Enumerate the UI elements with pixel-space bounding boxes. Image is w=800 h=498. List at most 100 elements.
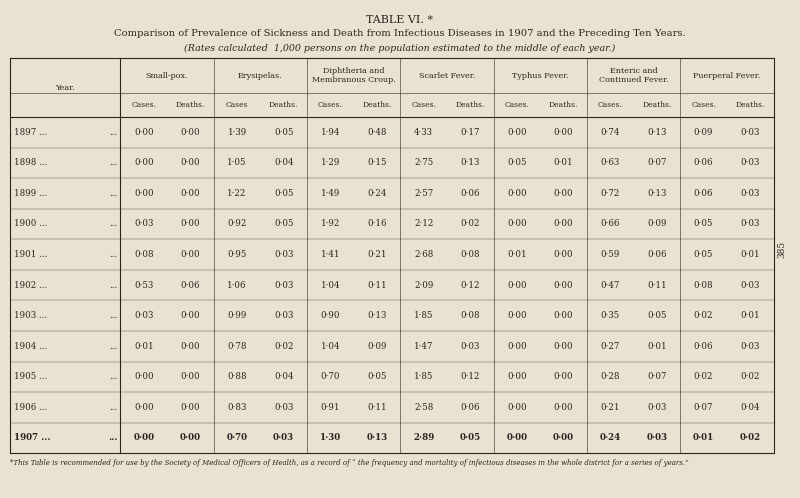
Text: 0·24: 0·24 [367,189,386,198]
Text: ...: ... [109,311,117,320]
Text: 1·29: 1·29 [321,158,340,167]
Text: 0·03: 0·03 [741,220,760,229]
Text: ...: ... [109,250,117,259]
Text: 0·01: 0·01 [647,342,666,351]
Text: 0·03: 0·03 [274,403,294,412]
Text: 0·17: 0·17 [461,128,480,137]
Text: 0·88: 0·88 [227,373,247,381]
Text: 0·03: 0·03 [741,128,760,137]
Text: 0·53: 0·53 [134,280,154,290]
Text: 0·00: 0·00 [181,220,200,229]
Text: 0·05: 0·05 [507,158,526,167]
Text: 0·00: 0·00 [507,128,526,137]
Text: 0·90: 0·90 [321,311,340,320]
Text: 0·91: 0·91 [321,403,340,412]
Text: Erysipelas.: Erysipelas. [238,72,282,80]
Text: 0·59: 0·59 [601,250,620,259]
Text: 0·00: 0·00 [181,189,200,198]
Text: 0·09: 0·09 [367,342,386,351]
Text: 2·75: 2·75 [414,158,434,167]
Text: Diphtheria and
Membranous Croup.: Diphtheria and Membranous Croup. [312,67,395,84]
Text: 0·00: 0·00 [507,342,526,351]
Text: 0·74: 0·74 [601,128,620,137]
Text: 0·00: 0·00 [554,311,574,320]
Text: Deaths.: Deaths. [735,101,765,109]
Text: 0·01: 0·01 [554,158,574,167]
Text: 385: 385 [777,241,786,257]
Text: ...: ... [109,158,117,167]
Text: 0·13: 0·13 [647,189,666,198]
Text: 1·49: 1·49 [321,189,340,198]
Text: 1898 ...: 1898 ... [14,158,47,167]
Text: 0·00: 0·00 [554,189,574,198]
Text: 1·94: 1·94 [321,128,340,137]
Text: 1·47: 1·47 [414,342,434,351]
Text: 0·00: 0·00 [507,189,526,198]
Text: 0·03: 0·03 [273,433,294,442]
Text: 2·09: 2·09 [414,280,434,290]
Text: 0·00: 0·00 [133,433,154,442]
Text: 4·33: 4·33 [414,128,433,137]
Text: 0·48: 0·48 [367,128,386,137]
Text: 0·00: 0·00 [134,373,154,381]
Text: 0·00: 0·00 [181,403,200,412]
Text: 0·01: 0·01 [507,250,526,259]
Text: 1900 ...: 1900 ... [14,220,47,229]
Text: 0·03: 0·03 [647,403,666,412]
Text: 0·00: 0·00 [134,128,154,137]
Text: 0·12: 0·12 [461,373,480,381]
Text: 0·03: 0·03 [274,280,294,290]
Text: 0·78: 0·78 [227,342,246,351]
Text: Cases.: Cases. [691,101,716,109]
Text: 0·21: 0·21 [367,250,386,259]
Text: 0·16: 0·16 [367,220,386,229]
Text: 0·05: 0·05 [647,311,666,320]
Text: 0·06: 0·06 [694,342,714,351]
Text: 2·89: 2·89 [413,433,434,442]
Text: 0·13: 0·13 [461,158,480,167]
Text: 1905 ...: 1905 ... [14,373,47,381]
Text: 0·13: 0·13 [647,128,666,137]
Text: 0·00: 0·00 [554,250,574,259]
Text: 0·70: 0·70 [226,433,247,442]
Text: 0·83: 0·83 [227,403,246,412]
Text: 0·03: 0·03 [646,433,667,442]
Text: 0·00: 0·00 [134,403,154,412]
Text: 0·06: 0·06 [694,189,714,198]
Text: 0·15: 0·15 [367,158,386,167]
Text: 1906 ...: 1906 ... [14,403,47,412]
Text: 0·03: 0·03 [274,250,294,259]
Text: 2·57: 2·57 [414,189,434,198]
Text: 0·11: 0·11 [647,280,666,290]
Text: 0·03: 0·03 [741,280,760,290]
Text: ...: ... [109,373,117,381]
Text: 0·66: 0·66 [601,220,620,229]
Text: 0·07: 0·07 [694,403,714,412]
Text: 0·07: 0·07 [647,373,666,381]
Text: 0·09: 0·09 [647,220,666,229]
Text: Deaths.: Deaths. [549,101,578,109]
Text: 0·00: 0·00 [181,158,200,167]
Text: 0·00: 0·00 [181,250,200,259]
Text: ...: ... [108,433,117,442]
Text: *This Table is recommended for use by the Society of Medical Officers of Health,: *This Table is recommended for use by th… [10,459,688,467]
Text: 0·05: 0·05 [367,373,386,381]
Text: 0·70: 0·70 [321,373,340,381]
Text: 0·05: 0·05 [274,220,294,229]
Text: ...: ... [109,128,117,137]
Text: 0·00: 0·00 [507,311,526,320]
Text: 0·00: 0·00 [554,220,574,229]
Text: 0·05: 0·05 [694,250,714,259]
Text: 1899 ...: 1899 ... [14,189,47,198]
Text: 0·00: 0·00 [507,220,526,229]
Text: 1904 ...: 1904 ... [14,342,47,351]
Text: ...: ... [109,342,117,351]
Text: 0·05: 0·05 [460,433,481,442]
Text: 0·05: 0·05 [274,189,294,198]
Text: 0·00: 0·00 [506,433,527,442]
Text: 0·00: 0·00 [554,280,574,290]
Text: 0·00: 0·00 [181,311,200,320]
Text: 0·00: 0·00 [553,433,574,442]
Text: 0·24: 0·24 [600,433,621,442]
Text: Cases.: Cases. [131,101,156,109]
